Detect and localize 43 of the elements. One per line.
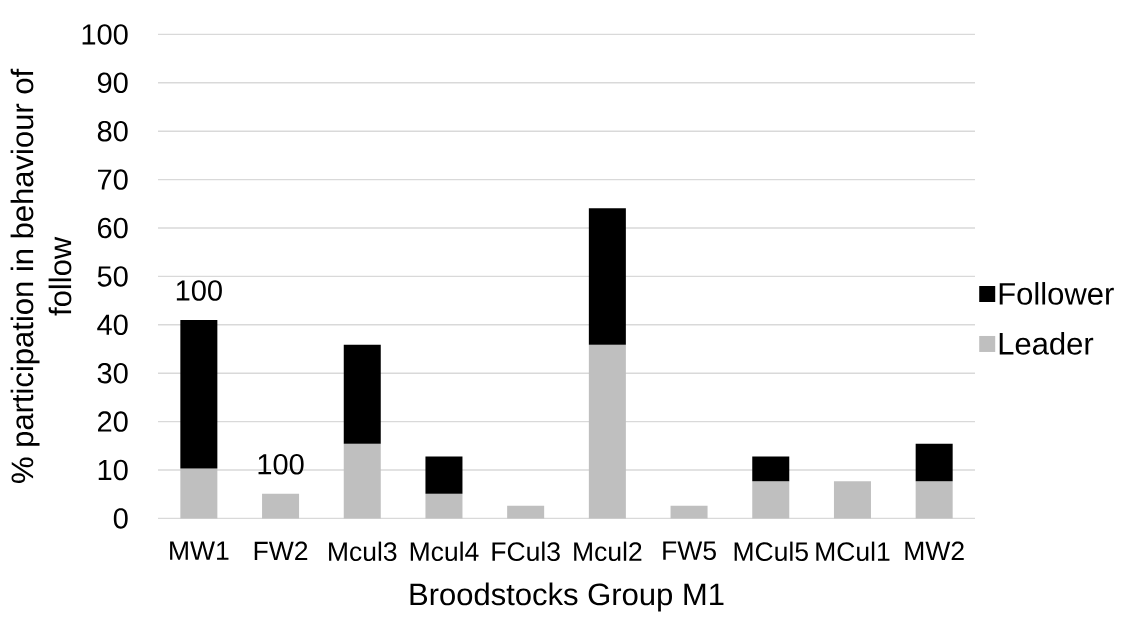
y-tick-label: 70: [98, 169, 128, 190]
bar: [915, 443, 953, 482]
y-tick-label: 10: [98, 459, 128, 481]
bar: [425, 493, 463, 519]
bar: [915, 481, 953, 519]
y-tick-label: 80: [97, 120, 128, 142]
x-tick-label: MW1: [170, 541, 229, 560]
x-tick-label: Mcul3: [329, 541, 397, 562]
bar: [343, 443, 381, 519]
y-tick-label: 30: [97, 362, 128, 384]
bar: [752, 456, 790, 482]
legend-label: Follower: [999, 282, 1114, 305]
x-tick-label: FW5: [663, 541, 716, 561]
y-axis-title: % participation in behaviour of follow: [10, 68, 72, 483]
bar: [180, 319, 218, 469]
y-tick-label: 40: [97, 314, 128, 336]
bar: [507, 505, 545, 519]
annotation: 100: [258, 453, 304, 475]
y-tick-label: 90: [97, 72, 128, 94]
y-tick-label: 0: [113, 508, 128, 529]
bar: [670, 505, 708, 519]
bar: [588, 208, 626, 345]
y-tick-label: 50: [97, 266, 128, 287]
annotation: 100: [176, 280, 222, 301]
bar: [752, 481, 790, 519]
bar: [833, 481, 871, 519]
legend-label: Leader: [999, 331, 1094, 355]
bar: [180, 468, 218, 519]
x-tick-label: MW2: [905, 541, 964, 561]
y-tick-label: 20: [98, 411, 128, 432]
x-tick-label: MCul5: [734, 541, 808, 562]
x-tick-label: FW2: [254, 541, 308, 561]
bar: [588, 344, 626, 519]
bar: [343, 344, 381, 444]
y-tick-label: 100: [82, 24, 128, 45]
x-tick-label: Mcul2: [574, 541, 642, 562]
x-tick-label: FCul3: [492, 541, 560, 562]
x-axis-title: Broodstocks Group M1: [410, 582, 724, 612]
bar: [425, 456, 463, 494]
x-tick-label: Mcul4: [410, 541, 479, 562]
x-tick-label: MCul1: [816, 541, 890, 562]
bar: [262, 493, 300, 519]
y-tick-label: 60: [98, 217, 128, 239]
